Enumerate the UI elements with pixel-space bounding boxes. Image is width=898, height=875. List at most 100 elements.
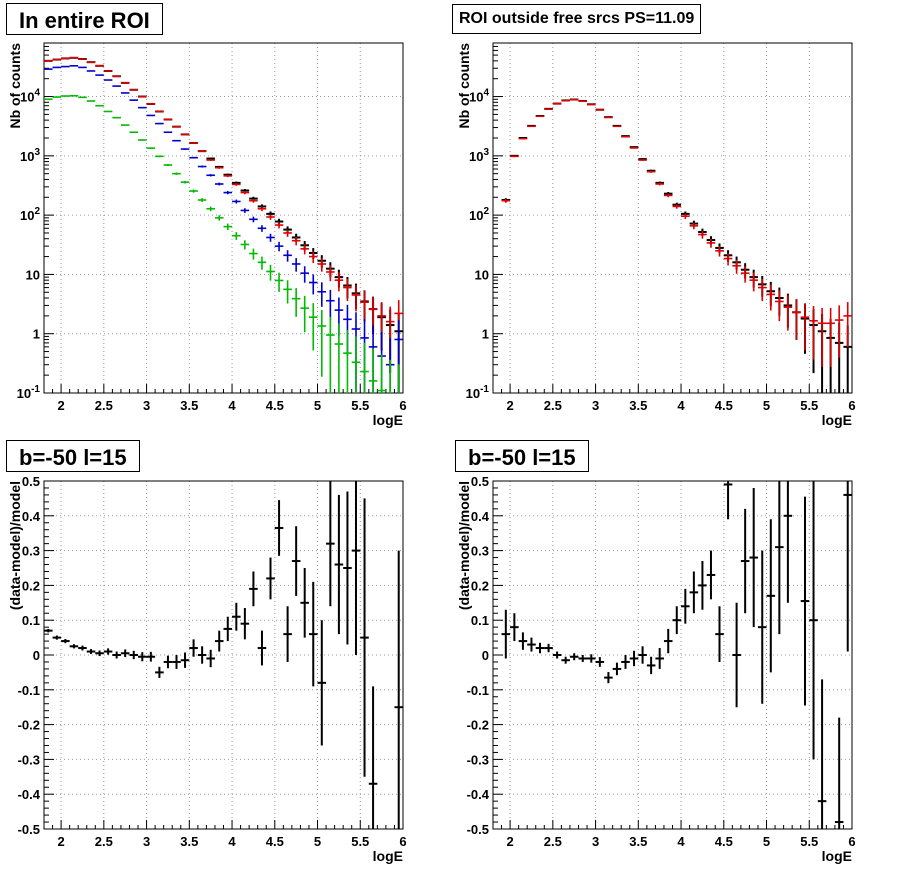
data-point — [223, 174, 233, 178]
x-axis-title: logE — [373, 848, 403, 864]
data-point — [351, 336, 361, 393]
data-point — [300, 568, 309, 638]
tick-label-x: 4.5 — [715, 398, 733, 413]
panel-title-top-left: In entire ROI — [6, 3, 163, 35]
data-point — [604, 116, 613, 119]
data-point — [326, 316, 335, 393]
data-point — [360, 498, 369, 777]
data-point — [510, 613, 519, 642]
data-point — [214, 630, 224, 652]
tick-label-y: 0.3 — [22, 544, 40, 559]
data-point — [612, 125, 622, 128]
data-point — [715, 606, 724, 662]
data-point — [146, 103, 156, 105]
data-point — [612, 662, 622, 676]
data-point — [681, 213, 690, 219]
data-point — [343, 329, 352, 393]
series-black — [501, 98, 852, 393]
tick-label-x: 3.5 — [180, 398, 198, 413]
data-point — [257, 630, 267, 666]
data-point — [723, 481, 733, 520]
tick-label-x: 3.5 — [629, 834, 647, 849]
data-point — [78, 96, 87, 99]
data-point — [706, 238, 716, 248]
tick-label-y: -0.1 — [467, 683, 489, 698]
data-point — [621, 655, 630, 669]
data-point — [197, 198, 207, 202]
data-point — [655, 182, 664, 186]
data-point — [672, 204, 682, 209]
tick-label-x: 3.5 — [180, 834, 198, 849]
data-point — [817, 679, 827, 829]
data-point — [394, 550, 403, 829]
tick-label-x: 3 — [592, 834, 599, 849]
data-point — [52, 635, 62, 640]
data-point — [308, 274, 318, 295]
data-point — [326, 289, 335, 321]
tick-label-x: 4 — [228, 834, 236, 849]
data-point — [510, 155, 519, 158]
data-point — [44, 628, 53, 633]
data-point — [206, 159, 215, 161]
data-point — [240, 608, 250, 640]
data-point — [775, 290, 784, 322]
data-point — [749, 487, 758, 628]
data-point — [232, 232, 241, 240]
panel-title-bottom-left: b=-50 l=15 — [6, 440, 140, 472]
data-point — [740, 266, 750, 283]
data-point — [232, 602, 241, 631]
data-point — [351, 285, 361, 312]
data-point — [206, 649, 215, 668]
tick-label-x: 4 — [677, 834, 685, 849]
data-point — [732, 602, 741, 708]
data-point — [646, 656, 656, 675]
tick-label-y: 1 — [482, 327, 489, 342]
tick-label-x: 4.5 — [715, 834, 733, 849]
data-point — [197, 165, 207, 168]
tick-label-x: 3 — [143, 834, 150, 849]
data-point — [95, 104, 104, 107]
data-point — [689, 222, 699, 230]
data-point — [223, 190, 233, 195]
series-black — [44, 481, 403, 829]
data-point — [792, 299, 801, 340]
data-point — [604, 672, 613, 684]
data-point — [206, 174, 215, 177]
series-red — [44, 57, 403, 362]
data-point — [343, 491, 352, 645]
data-point — [732, 259, 741, 274]
data-point — [146, 651, 156, 662]
data-point — [587, 103, 596, 106]
data-point — [561, 656, 570, 664]
data-point — [189, 156, 198, 159]
data-point — [138, 95, 147, 98]
panel-title-bottom-right: b=-50 l=15 — [455, 440, 589, 472]
plot-frame — [43, 480, 404, 830]
data-point — [172, 172, 181, 175]
data-point — [206, 206, 215, 212]
data-point — [52, 96, 62, 98]
tick-label-x: 4.5 — [266, 834, 284, 849]
data-point — [291, 288, 301, 317]
data-point — [214, 182, 224, 186]
tick-label-y: 10-1 — [466, 384, 490, 401]
data-point — [163, 131, 173, 134]
data-point — [552, 102, 562, 105]
data-point — [155, 110, 164, 113]
data-point — [249, 198, 258, 203]
data-point — [518, 137, 528, 140]
series-black — [501, 481, 852, 829]
data-point — [240, 240, 250, 250]
data-point — [155, 122, 164, 125]
data-point — [646, 170, 656, 173]
data-point — [681, 588, 690, 624]
data-point — [544, 643, 553, 653]
data-point — [180, 148, 190, 150]
data-point — [843, 481, 852, 652]
data-point — [535, 642, 545, 654]
plot-frame — [492, 480, 853, 830]
data-point — [672, 606, 682, 635]
data-point — [172, 125, 181, 128]
data-point — [578, 655, 588, 662]
tick-label-x: 3 — [143, 398, 150, 413]
